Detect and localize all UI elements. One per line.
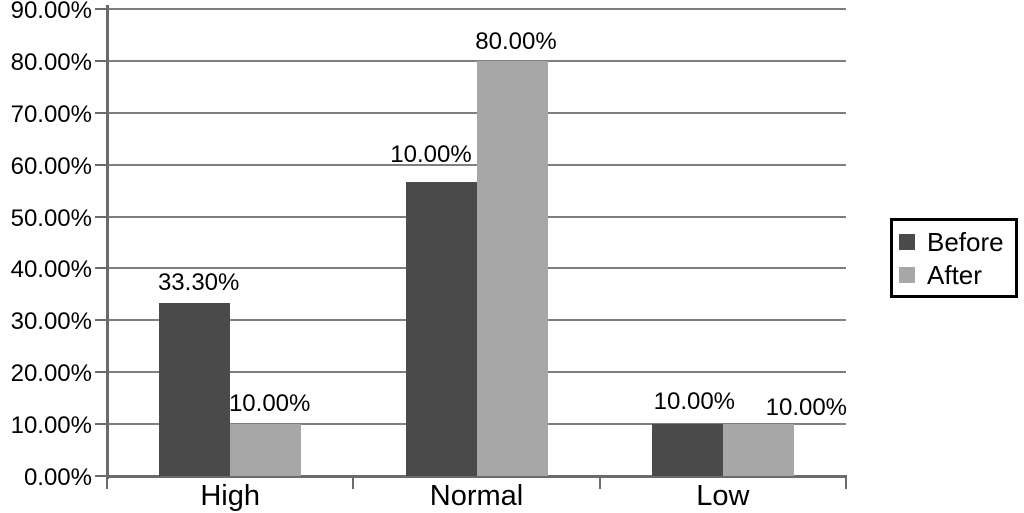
bar-before-low bbox=[651, 424, 723, 476]
y-axis-tick-40 bbox=[95, 267, 107, 270]
legend-item-before: Before bbox=[899, 228, 1015, 256]
bar-after-normal bbox=[476, 60, 548, 476]
y-axis-label-90: 90.00% bbox=[10, 0, 92, 24]
data-label-before-high: 33.30% bbox=[157, 269, 240, 297]
y-axis-label-50: 50.00% bbox=[10, 204, 92, 232]
y-axis-tick-90 bbox=[95, 8, 107, 10]
legend-label-after: After bbox=[927, 259, 982, 290]
before-series-swatch bbox=[899, 233, 915, 250]
y-axis-label-30: 30.00% bbox=[10, 308, 92, 336]
y-axis-label-40: 40.00% bbox=[10, 256, 92, 284]
y-axis-tick-30 bbox=[95, 319, 107, 322]
data-label-after-low: 10.00% bbox=[765, 394, 848, 422]
data-label-after-high: 10.00% bbox=[228, 390, 311, 418]
y-axis-label-20: 20.00% bbox=[10, 360, 92, 388]
bar-before-normal bbox=[405, 182, 477, 476]
y-axis-tick-70 bbox=[95, 111, 107, 114]
bar-after-high bbox=[230, 424, 302, 476]
y-axis-tick-80 bbox=[95, 59, 107, 62]
x-axis-tick-1 bbox=[352, 476, 355, 489]
y-axis-tick-0 bbox=[95, 475, 107, 477]
y-axis-tick-50 bbox=[95, 215, 107, 218]
x-axis-tick-0 bbox=[106, 476, 108, 489]
data-label-before-low: 10.00% bbox=[653, 388, 736, 416]
bar-before-high bbox=[159, 303, 231, 476]
category-label-normal: Normal bbox=[429, 480, 524, 512]
y-axis-label-10: 10.00% bbox=[10, 412, 92, 440]
category-label-low: Low bbox=[696, 480, 750, 512]
bar-after-low bbox=[722, 424, 794, 476]
category-label-high: High bbox=[200, 480, 260, 512]
y-axis-tick-60 bbox=[95, 163, 107, 166]
x-axis-tick-3 bbox=[845, 476, 847, 489]
y-axis-line bbox=[106, 5, 109, 479]
data-label-after-normal: 80.00% bbox=[475, 27, 557, 55]
legend-label-before: Before bbox=[927, 226, 1004, 257]
y-axis-tick-10 bbox=[95, 423, 107, 426]
y-axis-label-70: 70.00% bbox=[10, 100, 92, 128]
x-axis-tick-2 bbox=[598, 476, 601, 489]
x-axis-line bbox=[106, 475, 847, 478]
y-axis-label-80: 80.00% bbox=[10, 48, 92, 76]
legend-item-after: After bbox=[899, 261, 1015, 289]
gridline-90 bbox=[107, 8, 846, 10]
y-axis-tick-20 bbox=[95, 371, 107, 374]
y-axis-label-0: 0.00% bbox=[23, 464, 92, 491]
y-axis-label-60: 60.00% bbox=[10, 152, 92, 180]
data-label-before-normal: 10.00% bbox=[390, 141, 472, 169]
after-series-swatch bbox=[899, 266, 915, 283]
legend: Before After bbox=[890, 218, 1018, 298]
